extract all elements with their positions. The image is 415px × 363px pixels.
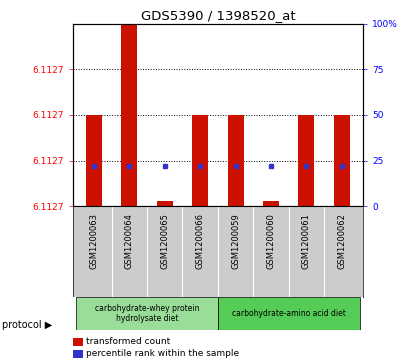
Text: transformed count: transformed count: [86, 338, 170, 346]
Bar: [157, 201, 173, 206]
Text: GSM1200063: GSM1200063: [89, 213, 98, 269]
Text: GSM1200060: GSM1200060: [266, 213, 276, 269]
Bar: [298, 115, 315, 206]
Bar: [218, 297, 359, 330]
Bar: [263, 201, 279, 206]
Bar: [334, 115, 350, 206]
Text: GSM1200065: GSM1200065: [160, 213, 169, 269]
Bar: [86, 115, 102, 206]
Text: GSM1200059: GSM1200059: [231, 213, 240, 269]
Text: GSM1200062: GSM1200062: [337, 213, 347, 269]
Bar: [121, 24, 137, 206]
Text: carbohydrate-amino acid diet: carbohydrate-amino acid diet: [232, 309, 346, 318]
Text: GSM1200066: GSM1200066: [195, 213, 205, 269]
Bar: [227, 115, 244, 206]
Text: protocol ▶: protocol ▶: [2, 320, 52, 330]
Bar: [76, 297, 218, 330]
Text: GSM1200061: GSM1200061: [302, 213, 311, 269]
Title: GDS5390 / 1398520_at: GDS5390 / 1398520_at: [141, 9, 295, 23]
Bar: [192, 115, 208, 206]
Text: GSM1200064: GSM1200064: [125, 213, 134, 269]
Text: percentile rank within the sample: percentile rank within the sample: [86, 350, 239, 358]
Text: carbohydrate-whey protein
hydrolysate diet: carbohydrate-whey protein hydrolysate di…: [95, 304, 199, 323]
